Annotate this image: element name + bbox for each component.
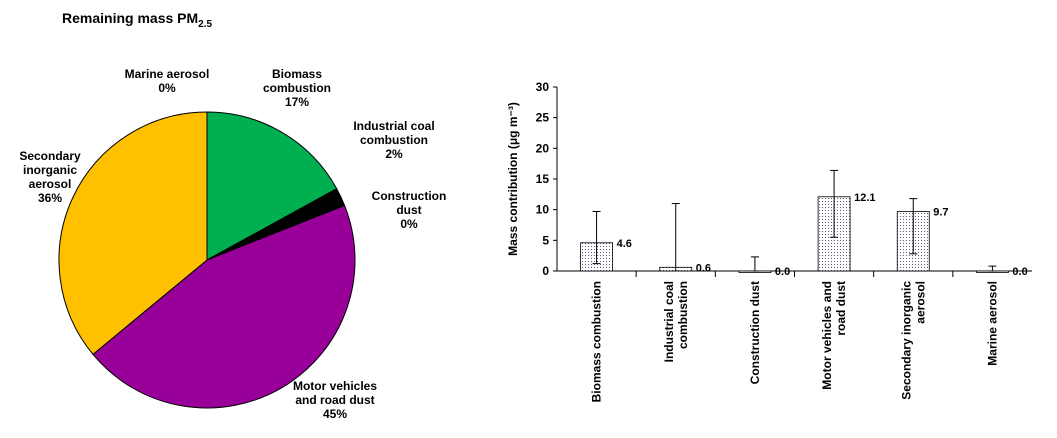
y-tick-label: 10	[536, 203, 550, 217]
y-tick-label: 15	[536, 172, 550, 186]
x-tick-label: aerosol	[913, 281, 927, 324]
pie-slice-label: Biomass combustion 17%	[263, 67, 331, 109]
x-tick-label: Motor vehicles and	[820, 281, 834, 390]
y-tick-label: 20	[536, 141, 550, 155]
pie-chart: Biomass combustion 17% Industrial coal combu…	[19, 67, 446, 421]
y-tick-label: 25	[536, 111, 550, 125]
pie-slice-label: Marine aerosol 0%	[125, 67, 210, 95]
pie-slice-label: Motor vehicles and road dust 45%	[293, 379, 377, 421]
x-tick-label: road dust	[834, 281, 848, 336]
pie-slice	[92, 204, 356, 409]
pie-slice	[58, 111, 208, 356]
bar-value-label: 0.0	[1012, 266, 1027, 278]
x-tick-label: Marine aerosol	[985, 281, 999, 366]
x-tick-label: combustion	[676, 281, 690, 349]
bar-value-label: 12.1	[854, 192, 875, 204]
x-tick-label: Construction dust	[748, 281, 762, 384]
x-tick-label: Biomass combustion	[590, 281, 604, 402]
figure-title: Remaining mass PM2.5	[62, 10, 213, 30]
pie-slice-label: Industrial coal combustion 2%	[353, 119, 434, 161]
bar-value-label: 4.6	[617, 238, 632, 250]
y-tick-label: 30	[536, 80, 550, 94]
bar-value-label: 9.7	[933, 207, 948, 219]
x-tick-label: Secondary inorganic	[899, 281, 913, 400]
x-tick-label: Industrial coal	[662, 281, 676, 362]
y-axis-label: Mass contribution (μg m⁻³)	[506, 102, 520, 256]
pie-slice-label: Construction dust 0%	[372, 189, 447, 231]
bar-value-label: 0.0	[775, 266, 790, 278]
pie-slice-label: Secondary inorganic aerosol 36%	[19, 149, 81, 205]
y-tick-label: 0	[542, 264, 549, 278]
y-tick-label: 5	[542, 233, 549, 247]
bar-chart: 0 5 10 15 20 25 30 Mass contribution (μg m⁻³) 4.…	[506, 80, 1032, 402]
bar-value-label: 0.6	[696, 262, 711, 274]
pie-slice	[206, 111, 338, 261]
